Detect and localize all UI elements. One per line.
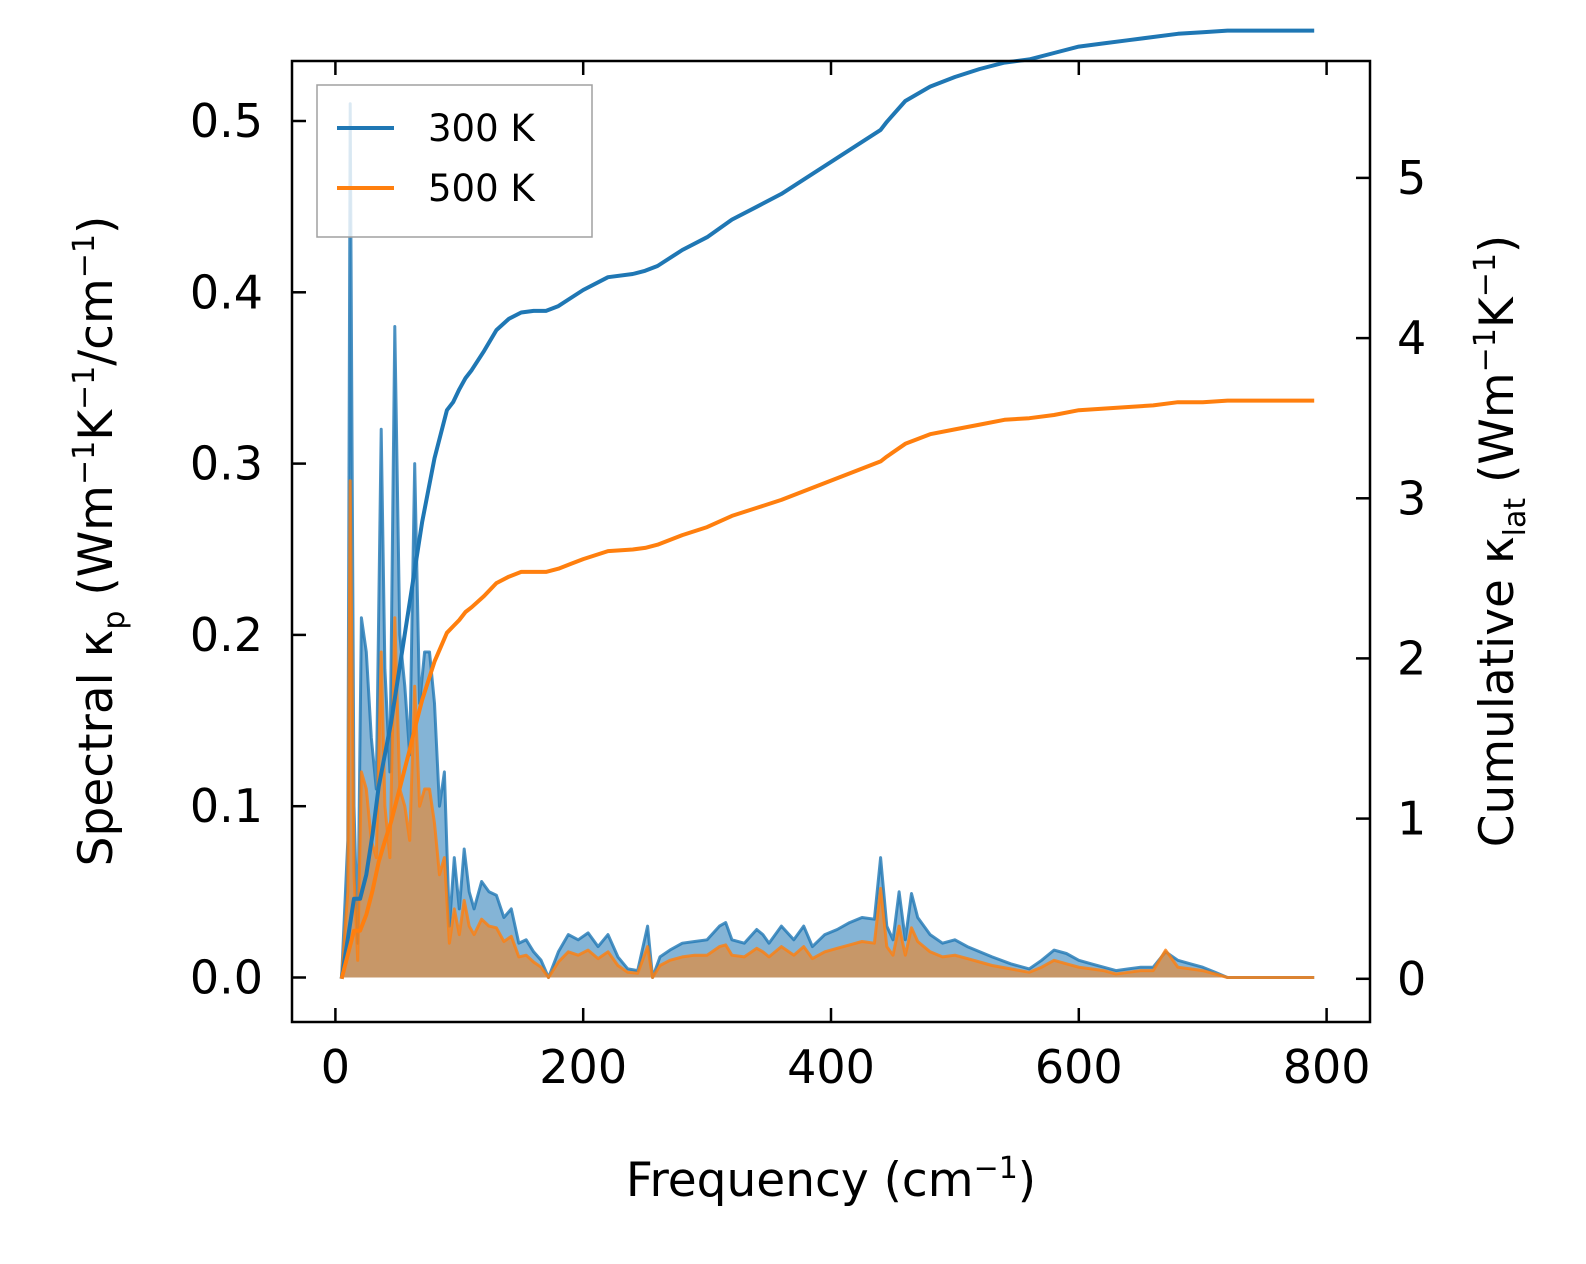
x-axis-label: Frequency (cm−1) (626, 1151, 1036, 1208)
right-y-tick-label: 5 (1397, 151, 1426, 205)
left-y-tick-label: 0.5 (190, 94, 263, 148)
left-y-tick-label: 0.3 (190, 437, 263, 491)
legend: 300 K 500 K (316, 84, 593, 238)
left-y-tick-label: 0.2 (190, 608, 263, 662)
left-y-axis-ticks: 0.0 0.1 0.2 0.3 0.4 0.5 (190, 94, 306, 1005)
spectral-area-500k (341, 480, 1315, 978)
cumulative-lines (339, 28, 1315, 980)
right-y-tick-label: 1 (1397, 792, 1426, 846)
right-y-tick-label: 4 (1397, 311, 1426, 365)
x-tick-label: 600 (1035, 1040, 1123, 1094)
x-tick-label: 800 (1283, 1040, 1371, 1094)
cumulative-line-500k (339, 398, 1315, 980)
legend-box (316, 84, 593, 238)
right-y-tick-label: 0 (1397, 952, 1426, 1006)
spectral-line-300k (340, 102, 1315, 979)
x-tick-label: 0 (321, 1040, 350, 1094)
right-y-axis-ticks: 0 1 2 3 4 5 (1356, 151, 1426, 1006)
cumulative-line-300k (339, 28, 1315, 980)
x-axis-ticks: 0 200 400 600 800 (321, 61, 1371, 1094)
spectral-fills (340, 102, 1315, 979)
x-tick-label: 200 (539, 1040, 627, 1094)
x-tick-label: 400 (787, 1040, 875, 1094)
right-y-tick-label: 2 (1397, 631, 1426, 685)
spectral-line-500k (340, 479, 1315, 979)
right-y-tick-label: 3 (1397, 471, 1426, 525)
left-y-axis-label: Spectral κp (Wm−1K−1/cm−1) (67, 216, 132, 867)
left-y-tick-label: 0.0 (190, 951, 263, 1005)
left-y-tick-label: 0.1 (190, 779, 263, 833)
right-y-axis-label: Cumulative κlat (Wm−1K−1) (1468, 235, 1533, 848)
left-y-tick-label: 0.4 (190, 265, 263, 319)
legend-label-300k: 300 K (428, 107, 536, 150)
legend-label-500k: 500 K (428, 167, 536, 210)
